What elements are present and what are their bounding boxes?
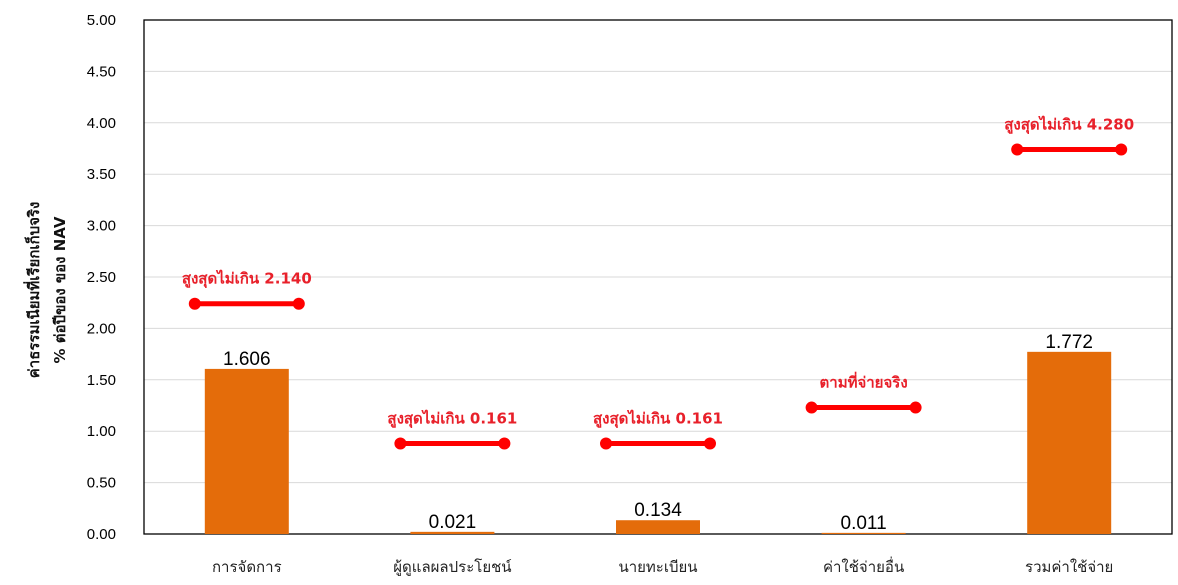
y-axis-label-line-1: ค่าธรรมเนียมที่เรียกเก็บจริง bbox=[23, 202, 43, 379]
bar-value-label: 1.606 bbox=[223, 349, 271, 370]
bar-value-label: 0.134 bbox=[634, 500, 682, 521]
cap-end-dot bbox=[394, 437, 407, 450]
y-tick-label: 3.00 bbox=[87, 218, 116, 235]
cap-end-dot bbox=[1011, 143, 1024, 156]
bar bbox=[410, 531, 495, 534]
cap-label: สูงสุดไม่เกิน 0.161 bbox=[387, 409, 517, 429]
y-tick-label: 5.00 bbox=[87, 12, 116, 29]
bar-value-label: 0.011 bbox=[841, 513, 887, 534]
y-tick-label: 2.00 bbox=[87, 320, 116, 337]
bar bbox=[1027, 351, 1112, 534]
bar-value-label: 0.021 bbox=[429, 512, 477, 533]
cap-label: สูงสุดไม่เกิน 0.161 bbox=[593, 409, 723, 429]
x-category-label: การจัดการ bbox=[212, 558, 282, 576]
y-axis-label: ค่าธรรมเนียมที่เรียกเก็บจริง % ต่อปีของ … bbox=[23, 202, 69, 379]
cap-end-dot bbox=[188, 297, 201, 310]
y-tick-label: 0.00 bbox=[87, 526, 116, 543]
x-category-label: รวมค่าใช้จ่าย bbox=[1025, 558, 1113, 576]
x-axis-categories: การจัดการ ผู้ดูแลผลประโยชน์ นายทะเบียน ค่าใ… bbox=[212, 556, 1113, 576]
y-tick-label: 1.50 bbox=[87, 372, 116, 389]
y-tick-label: 2.50 bbox=[87, 269, 116, 286]
x-category-label: ค่าใช้จ่ายอื่น bbox=[823, 556, 904, 576]
fee-cap-marker: สูงสุดไม่เกิน 0.161 bbox=[387, 409, 517, 450]
x-category-label: นายทะเบียน bbox=[618, 558, 697, 576]
cap-label: สูงสุดไม่เกิน 4.280 bbox=[1004, 115, 1134, 135]
y-tick-label: 4.50 bbox=[87, 63, 116, 80]
y-axis-ticks: 0.00 0.50 1.00 1.50 2.00 2.50 3.00 3.50 4.00 4.50… bbox=[87, 12, 116, 543]
bar bbox=[821, 532, 906, 534]
bar bbox=[616, 520, 700, 534]
y-tick-label: 4.00 bbox=[87, 115, 116, 132]
bar bbox=[204, 368, 289, 534]
fee-cap-marker: สูงสุดไม่เกิน 0.161 bbox=[593, 409, 723, 450]
cap-end-dot bbox=[600, 437, 612, 450]
bar-value-label: 1.772 bbox=[1045, 332, 1093, 353]
value-labels: 1.606 0.021 0.134 0.011 1.772 bbox=[223, 332, 1093, 534]
cap-end-dot bbox=[805, 401, 818, 414]
cap-label: ตามที่จ่ายจริง bbox=[820, 372, 908, 392]
cap-end-dot bbox=[909, 401, 922, 414]
bars bbox=[204, 351, 1112, 534]
y-axis-label-line-2: % ต่อปีของ ของ NAV bbox=[51, 216, 69, 363]
cap-end-dot bbox=[1115, 143, 1128, 156]
fee-caps: สูงสุดไม่เกิน 2.140 สูงสุดไม่เกิน 0.161 สู… bbox=[182, 115, 1134, 450]
cap-end-dot bbox=[704, 437, 716, 450]
cap-end-dot bbox=[292, 297, 305, 310]
fee-cap-marker: สูงสุดไม่เกิน 2.140 bbox=[182, 269, 312, 310]
fee-cap-marker: ตามที่จ่ายจริง bbox=[805, 372, 922, 414]
y-tick-label: 3.50 bbox=[87, 166, 116, 183]
y-tick-label: 1.00 bbox=[87, 423, 116, 440]
cap-end-dot bbox=[498, 437, 511, 450]
y-tick-label: 0.50 bbox=[87, 475, 116, 492]
fee-cap-marker: สูงสุดไม่เกิน 4.280 bbox=[1004, 115, 1134, 156]
x-category-label: ผู้ดูแลผลประโยชน์ bbox=[393, 558, 511, 576]
cap-label: สูงสุดไม่เกิน 2.140 bbox=[182, 269, 312, 289]
